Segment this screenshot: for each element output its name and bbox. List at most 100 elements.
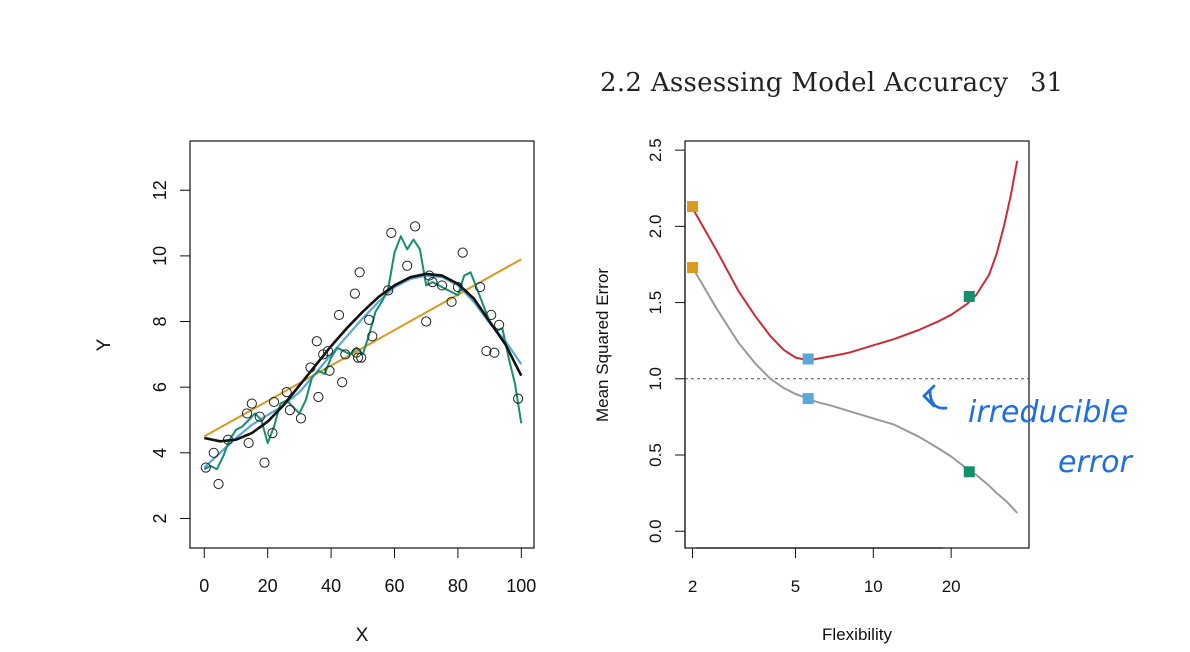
scatter-point	[340, 349, 351, 360]
right-panel: 2 5 10 20 0.0 0.5 1.0 1.5 2.0 2.5 Flexibility Me…	[593, 138, 1030, 644]
right-y-label: Mean Squared Error	[593, 268, 612, 422]
scatter-point	[267, 428, 278, 439]
right-plot-frame	[684, 140, 1030, 549]
right-markers	[687, 201, 975, 478]
scatter-point	[402, 260, 413, 271]
scatter-point	[452, 281, 464, 293]
left-y-tick-label: 2	[150, 513, 170, 523]
right-y-tick-label: 2.0	[646, 215, 665, 239]
scatter-point	[243, 437, 254, 449]
right-x-axis: 2 5 10 20	[688, 548, 961, 596]
left-line-true_f	[204, 272, 523, 443]
scatter-point	[337, 377, 348, 388]
right-y-tick-label: 2.5	[646, 138, 665, 162]
right-x-tick-label: 10	[864, 577, 883, 596]
annotation-line-2: error	[1058, 445, 1133, 480]
test-mse-marker	[687, 201, 699, 213]
arrow-up-left-icon	[922, 384, 948, 410]
page-number: 31	[1030, 68, 1064, 98]
scatter-point	[457, 247, 468, 258]
right-y-tick-label: 0.5	[646, 443, 665, 467]
scatter-point	[386, 227, 397, 239]
scatter-point	[333, 309, 345, 321]
left-x-tick-label: 100	[506, 576, 536, 596]
scatter-point	[313, 391, 324, 403]
left-line-smoothing_spline	[203, 274, 523, 469]
scatter-point	[424, 270, 435, 281]
scatter-point	[322, 345, 334, 357]
left-y-tick-label: 12	[150, 180, 170, 200]
right-x-tick-label: 2	[688, 577, 697, 596]
scatter-point	[356, 352, 367, 363]
scatter-point	[367, 331, 378, 342]
scatter-point	[281, 386, 292, 398]
scatter-point	[284, 405, 295, 416]
scatter-point	[208, 447, 219, 458]
train-mse-curve	[691, 266, 1018, 514]
train-mse-marker	[687, 262, 699, 274]
scatter-point	[446, 296, 457, 307]
test-mse-curve	[691, 160, 1019, 362]
left-scatter-points	[200, 221, 524, 490]
scatter-point	[489, 347, 500, 358]
annotation-line-1: irreducible	[968, 395, 1128, 430]
scatter-point	[486, 309, 497, 321]
right-y-tick-label: 0.0	[646, 519, 665, 543]
right-mse-curves	[691, 160, 1019, 514]
left-x-tick-label: 0	[199, 576, 209, 596]
scatter-point	[481, 345, 492, 357]
scatter-point	[295, 413, 307, 424]
left-y-tick-label: 10	[150, 246, 170, 266]
right-x-label: Flexibility	[822, 625, 892, 644]
test-mse-marker	[802, 353, 814, 365]
scatter-point	[436, 280, 448, 291]
left-y-axis: 2 4 6 8 10 12	[150, 180, 190, 523]
train-mse-marker	[802, 393, 814, 405]
right-y-axis: 0.0 0.5 1.0 1.5 2.0 2.5	[646, 138, 685, 543]
test-mse-marker	[963, 290, 975, 302]
scatter-point	[475, 281, 486, 293]
scatter-point	[494, 319, 505, 330]
scatter-point	[200, 462, 211, 473]
train-mse-marker	[963, 466, 975, 478]
left-y-tick-label: 4	[150, 448, 170, 458]
scatter-point	[268, 396, 280, 408]
left-x-label: X	[356, 625, 369, 646]
scatter-point	[421, 316, 432, 327]
scatter-point	[513, 393, 524, 404]
left-x-tick-label: 20	[258, 576, 278, 596]
page-header: 2.2 Assessing Model Accuracy 31	[600, 68, 1070, 108]
scatter-point	[427, 277, 438, 288]
left-y-tick-label: 8	[150, 317, 170, 327]
scatter-point	[213, 478, 224, 490]
left-fits	[203, 235, 523, 471]
scatter-point	[352, 352, 364, 363]
scatter-point	[254, 411, 265, 422]
left-line-linear	[203, 258, 522, 438]
left-x-axis: 0 20 40 60 80 100	[199, 548, 536, 596]
left-x-tick-label: 80	[448, 576, 468, 596]
scatter-point	[311, 336, 322, 347]
scatter-point	[305, 362, 316, 373]
right-x-tick-label: 20	[942, 577, 961, 596]
scatter-point	[383, 285, 394, 296]
left-line-wiggly_spline	[203, 235, 523, 471]
left-panel: 0 20 40 60 80 100 2 4 6 8 10 12 X Y	[94, 140, 536, 646]
left-y-label: Y	[94, 338, 115, 351]
left-y-tick-label: 6	[150, 382, 170, 392]
scatter-point	[349, 288, 360, 299]
scatter-point	[364, 314, 375, 325]
right-y-tick-label: 1.5	[646, 291, 665, 315]
right-x-tick-label: 5	[791, 577, 800, 596]
right-y-tick-label: 1.0	[646, 367, 665, 391]
scatter-point	[222, 434, 234, 445]
scatter-point	[410, 221, 421, 232]
left-x-tick-label: 60	[384, 576, 404, 596]
left-x-tick-label: 40	[321, 576, 341, 596]
left-plot-frame	[189, 140, 535, 549]
scatter-point	[246, 398, 257, 409]
scatter-point	[241, 408, 253, 419]
scatter-point	[324, 365, 335, 376]
scatter-point	[354, 267, 365, 278]
